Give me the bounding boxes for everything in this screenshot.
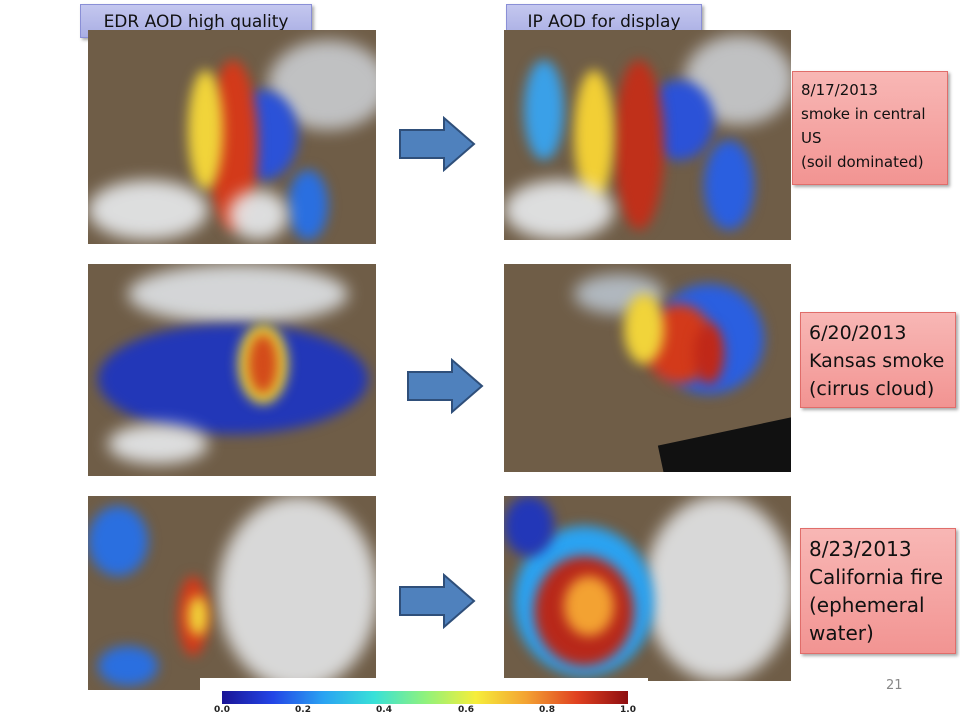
colorbar-tick: 0.4 [376,705,392,715]
note-line: 8/23/2013 [809,537,912,561]
page-number: 21 [886,678,903,693]
colorbar-tick: 1.0 [620,705,636,715]
colorbar-gradient [222,691,628,704]
aod-colorbar: 0.0 0.2 0.4 0.6 0.8 1.0 [200,678,648,720]
right-arrow-icon [399,116,476,172]
note-line: 6/20/2013 [809,322,907,344]
note-line: US [801,129,822,147]
note-line: (ephemeral [809,593,925,617]
note-line: 8/17/2013 [801,81,878,99]
edr-map-2013-08-17 [88,30,376,244]
colorbar-tick: 0.8 [539,705,555,715]
edr-map-2013-06-20 [88,264,376,476]
right-arrow-icon [407,358,484,414]
right-arrow-icon [399,573,476,629]
note-line: (cirrus cloud) [809,378,935,400]
note-line: Kansas smoke [809,350,945,372]
note-line: water) [809,621,874,645]
note-2013-08-23: 8/23/2013 California fire (ephemeral wat… [800,528,956,654]
note-2013-08-17: 8/17/2013 smoke in central US (soil domi… [792,71,948,185]
note-line: California fire [809,565,944,589]
ip-map-2013-08-23 [504,496,791,681]
note-line: (soil dominated) [801,153,924,171]
note-2013-06-20: 6/20/2013 Kansas smoke (cirrus cloud) [800,312,956,408]
note-line: smoke in central [801,105,926,123]
ip-map-2013-06-20 [504,264,791,472]
edr-map-2013-08-23 [88,496,376,690]
ip-map-2013-08-17 [504,30,791,240]
colorbar-tick: 0.2 [295,705,311,715]
colorbar-tick: 0.6 [458,705,474,715]
colorbar-tick: 0.0 [214,705,230,715]
